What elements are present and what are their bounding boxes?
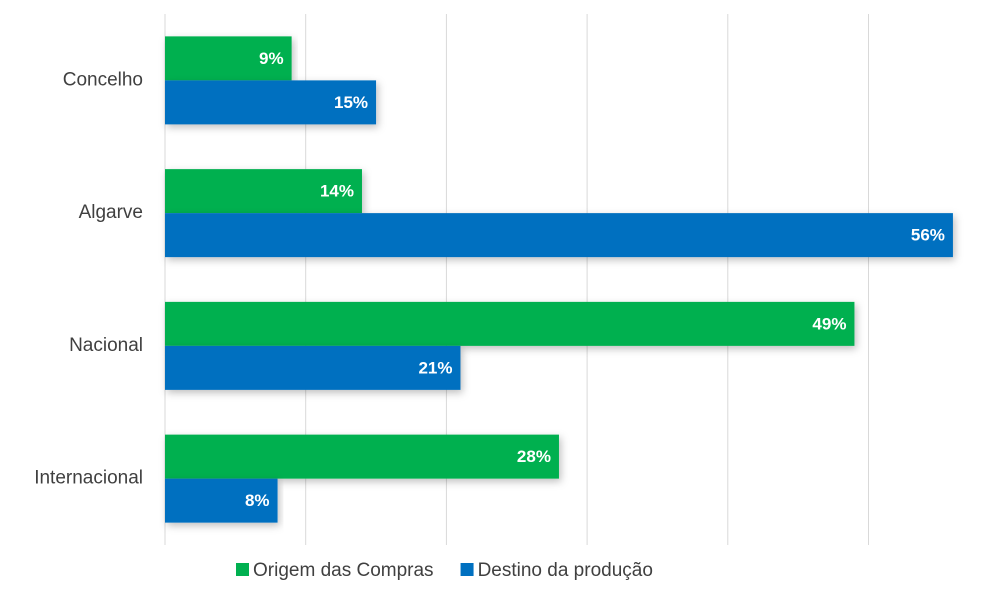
y-tick-label: Concelho [63, 69, 143, 90]
data-label: 15% [334, 93, 368, 112]
bar [165, 478, 278, 523]
y-tick-label: Internacional [34, 468, 143, 489]
legend-label: Origem das Compras [253, 560, 434, 581]
bar [165, 345, 461, 390]
legend-swatch [460, 563, 474, 576]
data-label: 14% [320, 182, 354, 201]
data-label: 8% [245, 491, 270, 510]
bar [165, 36, 292, 81]
bar [165, 434, 559, 479]
bar [165, 169, 362, 214]
bar [165, 301, 855, 346]
legend-swatch [236, 563, 249, 576]
data-label: 21% [418, 358, 452, 377]
y-tick-label: Algarve [79, 202, 143, 223]
y-tick-label: Nacional [69, 335, 143, 356]
bar [165, 80, 377, 125]
data-label: 9% [259, 49, 284, 68]
bar [165, 213, 953, 258]
data-label: 49% [812, 314, 846, 333]
legend-label: Destino da produção [478, 560, 653, 581]
data-label: 28% [517, 447, 551, 466]
data-label: 56% [911, 226, 945, 245]
